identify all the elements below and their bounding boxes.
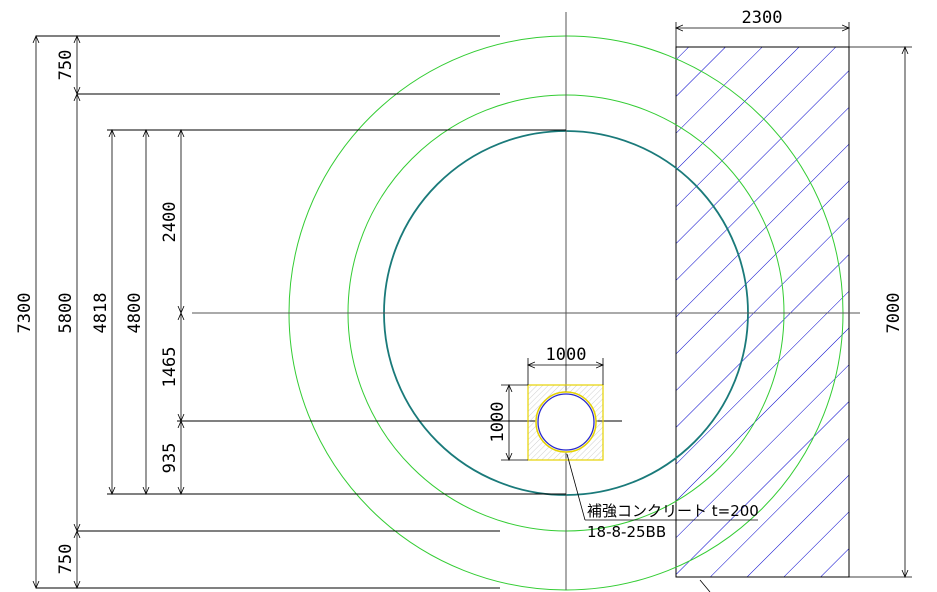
dim-7300: 7300 [15,293,35,334]
pipe-inner-circle [537,393,595,451]
note-reinforced-concrete: 補強コンクリート t=200 [587,502,759,520]
extension-lines [36,35,622,589]
box-width-dimension [528,358,603,385]
dim-4818: 4818 [91,293,111,334]
dim-box-1000-h: 1000 [546,345,587,365]
wall-height-dimension [849,47,912,577]
dim-935: 935 [160,443,180,474]
dim-750-top: 750 [56,50,76,81]
dim-1465: 1465 [160,347,180,388]
dim-7000: 7000 [884,293,904,334]
dim-box-1000-v: 1000 [488,402,508,443]
wall-width-dimension [676,22,849,47]
reinforcement-box [527,384,604,461]
dim-5800: 5800 [56,293,76,334]
note-concrete-grade: 18-8-25BB [587,523,666,541]
dim-750-bottom: 750 [56,544,76,575]
dimension-lines-left [36,36,181,588]
dim-4800: 4800 [125,293,145,334]
dim-2400: 2400 [160,202,180,243]
note-leader [566,453,758,592]
dim-2300: 2300 [742,8,783,28]
hatched-wall [675,46,850,578]
box-height-dimension [501,385,528,460]
